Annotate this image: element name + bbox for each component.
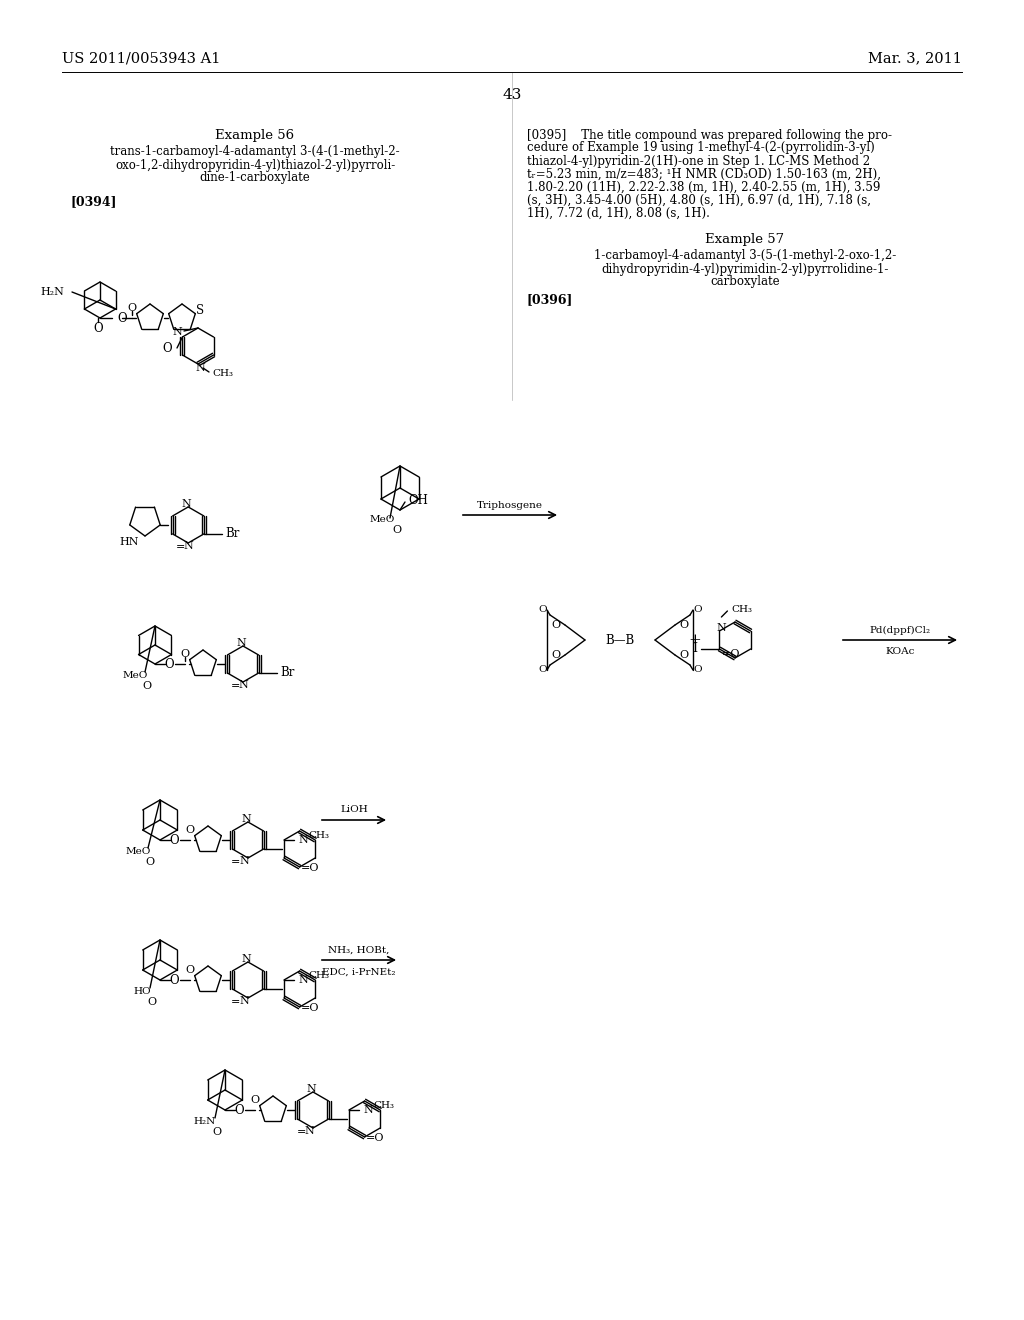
Text: O: O: [552, 649, 561, 660]
Text: O: O: [679, 620, 688, 630]
Text: trans-1-carbamoyl-4-adamantyl 3-(4-(1-methyl-2-: trans-1-carbamoyl-4-adamantyl 3-(4-(1-me…: [111, 145, 399, 158]
Text: N: N: [304, 1126, 314, 1137]
Text: O: O: [539, 606, 547, 615]
Text: O: O: [169, 833, 179, 846]
Text: US 2011/0053943 A1: US 2011/0053943 A1: [62, 51, 220, 65]
Text: dihydropyridin-4-yl)pyrimidin-2-yl)pyrrolidine-1-: dihydropyridin-4-yl)pyrimidin-2-yl)pyrro…: [601, 263, 889, 276]
Text: Br: Br: [226, 528, 241, 540]
Text: =: =: [230, 681, 240, 690]
Text: CH₃: CH₃: [308, 970, 329, 979]
Text: LiOH: LiOH: [340, 805, 368, 814]
Text: NH₃, HOBt,: NH₃, HOBt,: [329, 945, 390, 954]
Text: N: N: [183, 541, 194, 550]
Text: KOAc: KOAc: [886, 648, 914, 656]
Text: H₂N: H₂N: [194, 1118, 216, 1126]
Text: O: O: [145, 857, 155, 867]
Text: tᵣ=5.23 min, m/z=483; ¹H NMR (CD₃OD) 1.50-163 (m, 2H),: tᵣ=5.23 min, m/z=483; ¹H NMR (CD₃OD) 1.5…: [527, 168, 881, 181]
Text: Pd(dppf)Cl₂: Pd(dppf)Cl₂: [869, 626, 931, 635]
Text: N: N: [239, 680, 248, 690]
Text: cedure of Example 19 using 1-methyl-4-(2-(pyrrolidin-3-yl): cedure of Example 19 using 1-methyl-4-(2…: [527, 141, 874, 154]
Text: O: O: [679, 649, 688, 660]
Text: 1H), 7.72 (d, 1H), 8.08 (s, 1H).: 1H), 7.72 (d, 1H), 8.08 (s, 1H).: [527, 206, 710, 219]
Text: dine-1-carboxylate: dine-1-carboxylate: [200, 172, 310, 185]
Text: EDC, i-PrNEt₂: EDC, i-PrNEt₂: [323, 968, 395, 977]
Text: OH: OH: [408, 494, 428, 507]
Text: N: N: [172, 327, 181, 337]
Text: Example 56: Example 56: [215, 128, 295, 141]
Text: O: O: [169, 974, 179, 986]
Text: HN: HN: [119, 537, 138, 546]
Text: O: O: [234, 1104, 244, 1117]
Text: carboxylate: carboxylate: [711, 276, 780, 289]
Text: =O: =O: [722, 649, 740, 659]
Text: HO: HO: [133, 987, 151, 997]
Text: N: N: [181, 499, 191, 510]
Text: CH₃: CH₃: [731, 605, 753, 614]
Text: Mar. 3, 2011: Mar. 3, 2011: [868, 51, 962, 65]
Text: N: N: [237, 638, 246, 648]
Text: Triphosgene: Triphosgene: [477, 500, 543, 510]
Text: thiazol-4-yl)pyridin-2(1H)-one in Step 1. LC-MS Method 2: thiazol-4-yl)pyridin-2(1H)-one in Step 1…: [527, 154, 870, 168]
Text: =: =: [175, 543, 185, 552]
Text: =: =: [231, 857, 241, 867]
Text: oxo-1,2-dihydropyridin-4-yl)thiazol-2-yl)pyrroli-: oxo-1,2-dihydropyridin-4-yl)thiazol-2-yl…: [115, 158, 395, 172]
Text: O: O: [147, 997, 157, 1007]
Text: N: N: [196, 363, 205, 374]
Text: B—B: B—B: [605, 634, 635, 647]
Text: O: O: [251, 1096, 259, 1105]
Text: O: O: [93, 322, 102, 334]
Text: CH₃: CH₃: [373, 1101, 394, 1110]
Text: MeO: MeO: [370, 516, 394, 524]
Text: O: O: [164, 657, 174, 671]
Text: CH₃: CH₃: [212, 370, 233, 379]
Text: [0394]: [0394]: [70, 195, 117, 209]
Text: O: O: [212, 1127, 221, 1137]
Text: 43: 43: [503, 88, 521, 102]
Text: O: O: [539, 665, 547, 675]
Text: =: =: [231, 997, 241, 1007]
Text: CH₃: CH₃: [308, 830, 329, 840]
Text: O: O: [392, 525, 401, 535]
Text: =O: =O: [366, 1133, 384, 1143]
Text: O: O: [127, 304, 136, 313]
Text: O: O: [163, 342, 172, 355]
Text: Br: Br: [281, 667, 295, 680]
Text: O: O: [552, 620, 561, 630]
Text: O: O: [693, 665, 701, 675]
Text: N: N: [241, 814, 251, 824]
Text: N: N: [298, 836, 308, 845]
Text: H₂N: H₂N: [40, 286, 63, 297]
Text: S: S: [196, 304, 204, 317]
Text: N: N: [298, 975, 308, 985]
Text: O: O: [180, 649, 189, 659]
Text: I: I: [692, 643, 697, 656]
Text: N: N: [306, 1084, 315, 1094]
Text: =O: =O: [301, 863, 319, 873]
Text: =O: =O: [301, 1003, 319, 1012]
Text: +: +: [688, 634, 701, 647]
Text: N: N: [241, 954, 251, 964]
Text: Example 57: Example 57: [706, 234, 784, 247]
Text: N: N: [240, 997, 249, 1006]
Text: N: N: [362, 1105, 373, 1115]
Text: O: O: [117, 312, 127, 325]
Text: MeO: MeO: [122, 672, 147, 681]
Text: [0395]    The title compound was prepared following the pro-: [0395] The title compound was prepared f…: [527, 128, 892, 141]
Text: N: N: [240, 855, 249, 866]
Text: (s, 3H), 3.45-4.00 (5H), 4.80 (s, 1H), 6.97 (d, 1H), 7.18 (s,: (s, 3H), 3.45-4.00 (5H), 4.80 (s, 1H), 6…: [527, 194, 871, 206]
Text: [0396]: [0396]: [527, 293, 573, 306]
Text: O: O: [185, 965, 195, 975]
Text: MeO: MeO: [125, 847, 151, 857]
Text: O: O: [142, 681, 152, 690]
Text: 1.80-2.20 (11H), 2.22-2.38 (m, 1H), 2.40-2.55 (m, 1H), 3.59: 1.80-2.20 (11H), 2.22-2.38 (m, 1H), 2.40…: [527, 181, 881, 194]
Text: O: O: [693, 606, 701, 615]
Text: 1-carbamoyl-4-adamantyl 3-(5-(1-methyl-2-oxo-1,2-: 1-carbamoyl-4-adamantyl 3-(5-(1-methyl-2…: [594, 249, 896, 263]
Text: O: O: [185, 825, 195, 836]
Text: =: =: [296, 1127, 306, 1137]
Text: N: N: [717, 623, 726, 634]
